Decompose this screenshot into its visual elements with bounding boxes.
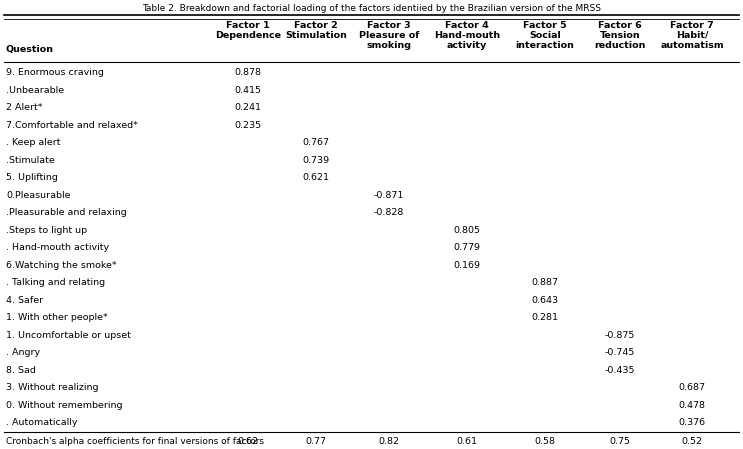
- Text: 0.169: 0.169: [453, 261, 481, 270]
- Text: Factor 5: Factor 5: [523, 21, 567, 30]
- Text: 0.235: 0.235: [235, 121, 262, 130]
- Text: 0.58: 0.58: [534, 437, 556, 446]
- Text: Cronbach's alpha coefficients for final versions of factors: Cronbach's alpha coefficients for final …: [6, 437, 264, 446]
- Text: smoking: smoking: [366, 41, 412, 50]
- Text: -0.745: -0.745: [605, 348, 635, 357]
- Text: Factor 4: Factor 4: [445, 21, 489, 30]
- Text: 1. With other people*: 1. With other people*: [6, 313, 108, 322]
- Text: 0.878: 0.878: [235, 68, 262, 77]
- Text: 0.687: 0.687: [678, 383, 706, 392]
- Text: 0. Without remembering: 0. Without remembering: [6, 401, 123, 410]
- Text: -0.828: -0.828: [374, 208, 404, 217]
- Text: -0.871: -0.871: [374, 191, 404, 200]
- Text: reduction: reduction: [594, 41, 646, 50]
- Text: 0.887: 0.887: [531, 278, 559, 287]
- Text: 0.376: 0.376: [678, 418, 706, 427]
- Text: Factor 2: Factor 2: [294, 21, 338, 30]
- Text: 5. Uplifting: 5. Uplifting: [6, 173, 58, 182]
- Text: Tension: Tension: [600, 31, 640, 40]
- Text: Stimulation: Stimulation: [285, 31, 347, 40]
- Text: activity: activity: [447, 41, 487, 50]
- Text: 0.767: 0.767: [302, 138, 329, 147]
- Text: .Pleasurable and relaxing: .Pleasurable and relaxing: [6, 208, 127, 217]
- Text: automatism: automatism: [661, 41, 724, 50]
- Text: .Unbearable: .Unbearable: [6, 86, 64, 95]
- Text: .Steps to light up: .Steps to light up: [6, 226, 87, 235]
- Text: 0.82: 0.82: [378, 437, 400, 446]
- Text: Habit/: Habit/: [675, 31, 708, 40]
- Text: . Keep alert: . Keep alert: [6, 138, 60, 147]
- Text: 0.62: 0.62: [238, 437, 259, 446]
- Text: 0.77: 0.77: [305, 437, 326, 446]
- Text: 0.779: 0.779: [453, 243, 481, 252]
- Text: Dependence: Dependence: [215, 31, 281, 40]
- Text: . Angry: . Angry: [6, 348, 40, 357]
- Text: 6.Watching the smoke*: 6.Watching the smoke*: [6, 261, 117, 270]
- Text: . Automatically: . Automatically: [6, 418, 77, 427]
- Text: 0.739: 0.739: [302, 156, 330, 165]
- Text: 0.478: 0.478: [678, 401, 706, 410]
- Text: Factor 6: Factor 6: [598, 21, 642, 30]
- Text: interaction: interaction: [516, 41, 574, 50]
- Text: 0.643: 0.643: [531, 296, 559, 305]
- Text: 9. Enormous craving: 9. Enormous craving: [6, 68, 104, 77]
- Text: Question: Question: [6, 45, 54, 54]
- Text: 0.621: 0.621: [302, 173, 329, 182]
- Text: -0.435: -0.435: [605, 366, 635, 375]
- Text: 0.241: 0.241: [235, 103, 262, 112]
- Text: 2 Alert*: 2 Alert*: [6, 103, 42, 112]
- Text: 8. Sad: 8. Sad: [6, 366, 36, 375]
- Text: Pleasure of: Pleasure of: [359, 31, 419, 40]
- Text: 0.415: 0.415: [235, 86, 262, 95]
- Text: 0.805: 0.805: [453, 226, 481, 235]
- Text: . Hand-mouth activity: . Hand-mouth activity: [6, 243, 109, 252]
- Text: 3. Without realizing: 3. Without realizing: [6, 383, 99, 392]
- Text: -0.875: -0.875: [605, 331, 635, 340]
- Text: 0.Pleasurable: 0.Pleasurable: [6, 191, 71, 200]
- Text: Hand-mouth: Hand-mouth: [434, 31, 500, 40]
- Text: Factor 1: Factor 1: [226, 21, 270, 30]
- Text: 0.61: 0.61: [456, 437, 478, 446]
- Text: Social: Social: [529, 31, 561, 40]
- Text: 0.52: 0.52: [681, 437, 702, 446]
- Text: 1. Uncomfortable or upset: 1. Uncomfortable or upset: [6, 331, 131, 340]
- Text: 4. Safer: 4. Safer: [6, 296, 43, 305]
- Text: 7.Comfortable and relaxed*: 7.Comfortable and relaxed*: [6, 121, 138, 130]
- Text: Factor 7: Factor 7: [670, 21, 714, 30]
- Text: 0.281: 0.281: [531, 313, 559, 322]
- Text: . Talking and relating: . Talking and relating: [6, 278, 105, 287]
- Text: Table 2. Breakdown and factorial loading of the factors identiied by the Brazili: Table 2. Breakdown and factorial loading…: [142, 4, 601, 13]
- Text: Factor 3: Factor 3: [367, 21, 411, 30]
- Text: 0.75: 0.75: [609, 437, 631, 446]
- Text: .Stimulate: .Stimulate: [6, 156, 55, 165]
